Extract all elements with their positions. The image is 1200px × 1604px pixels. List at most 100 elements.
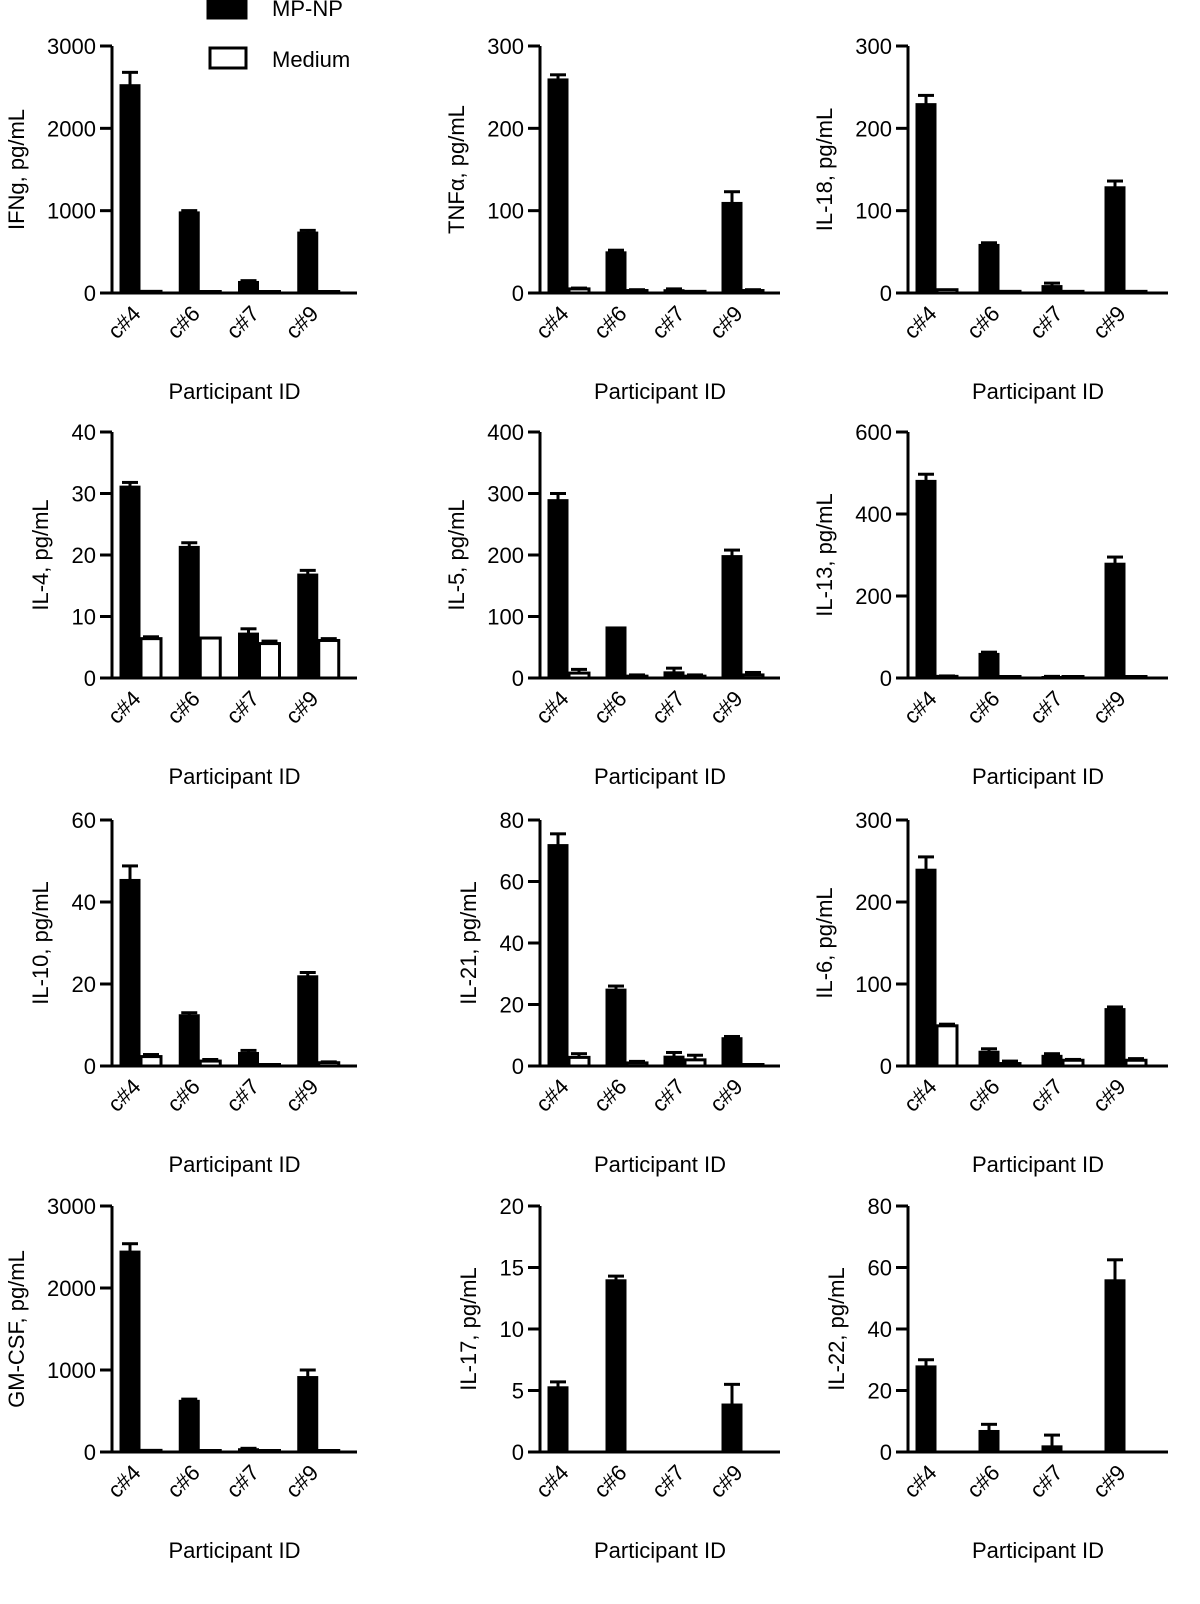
x-tick-label-c-4: c#4: [103, 301, 146, 344]
x-tick-label-c-9: c#9: [281, 301, 324, 344]
x-axis-title: Participant ID: [972, 764, 1104, 789]
y-tick-label: 20: [72, 972, 96, 997]
x-axis-title: Participant ID: [594, 1152, 726, 1177]
y-axis-title: IFNg, pg/mL: [4, 109, 29, 230]
bar-mp-np-c-9: [721, 1037, 743, 1067]
y-tick-label: 300: [487, 482, 524, 507]
x-tick-label-c-4: c#4: [531, 1074, 574, 1117]
x-tick-label-c-6: c#6: [162, 301, 205, 344]
x-tick-label-c-9: c#9: [281, 1074, 324, 1117]
y-tick-label: 100: [487, 199, 524, 224]
y-axis-title: IL-5, pg/mL: [444, 499, 469, 610]
bar-mp-np-c-6: [605, 988, 627, 1067]
y-tick-label: 1000: [47, 1358, 96, 1383]
bar-mp-np-c-6: [178, 545, 200, 679]
bar-mp-np-c-4: [547, 844, 569, 1067]
y-tick-label: 40: [72, 890, 96, 915]
x-tick-label-c-9: c#9: [705, 1460, 748, 1503]
bar-medium-c-9: [317, 638, 341, 680]
x-axis-title: Participant ID: [972, 1538, 1104, 1563]
x-axis-title: Participant ID: [168, 379, 300, 404]
x-tick-label-c-6: c#6: [962, 1074, 1005, 1117]
bar-mp-np-c-4: [119, 84, 141, 294]
bar-medium-c-6: [198, 636, 222, 680]
y-axis-title: IL-17, pg/mL: [456, 1267, 481, 1391]
bar-mp-np-c-9: [297, 975, 319, 1067]
y-tick-label: 80: [500, 808, 524, 833]
y-tick-label: 20: [72, 543, 96, 568]
x-tick-label-c-7: c#7: [221, 1074, 264, 1117]
x-tick-label-c-4: c#4: [103, 686, 146, 729]
x-tick-label-c-9: c#9: [705, 1074, 748, 1117]
y-tick-label: 0: [84, 1054, 96, 1079]
x-tick-label-c-6: c#6: [589, 1074, 632, 1117]
y-tick-label: 0: [84, 1440, 96, 1465]
y-axis-title: IL-13, pg/mL: [812, 493, 837, 617]
y-axis-title: IL-18, pg/mL: [812, 108, 837, 232]
y-tick-label: 100: [855, 199, 892, 224]
y-tick-label: 2000: [47, 1276, 96, 1301]
x-tick-label-c-9: c#9: [1088, 686, 1131, 729]
bar-mp-np-c-9: [297, 1376, 319, 1453]
y-tick-label: 0: [880, 666, 892, 691]
x-tick-label-c-4: c#4: [899, 1074, 942, 1117]
bar-mp-np-c-6: [605, 626, 627, 679]
x-tick-label-c-4: c#4: [531, 686, 574, 729]
y-tick-label: 20: [868, 1379, 892, 1404]
x-tick-label-c-7: c#7: [221, 686, 264, 729]
y-tick-label: 40: [72, 420, 96, 445]
bar-mp-np-c-6: [978, 1429, 1000, 1453]
x-tick-label-c-6: c#6: [962, 686, 1005, 729]
y-tick-label: 0: [880, 1054, 892, 1079]
panel-il-17: c#4 c#6 c#7 c#9 0 5 10 15 20 IL-17, pg/mL Particip…: [456, 1194, 780, 1563]
bar-mp-np-c-4: [547, 1386, 569, 1453]
panel-il-21: c#4 c#6 c#7 c#9 0 20 40 60 80 IL-21, pg/mL Partici…: [456, 808, 780, 1177]
bar-mp-np-c-4: [119, 1250, 141, 1453]
x-tick-label-c-9: c#9: [1088, 1074, 1131, 1117]
bar-mp-np-c-7: [238, 280, 259, 294]
bar-mp-np-c-6: [605, 1279, 627, 1453]
x-tick-label-c-6: c#6: [962, 301, 1005, 344]
x-tick-label-c-9: c#9: [281, 686, 324, 729]
x-axis-title: Participant ID: [168, 1152, 300, 1177]
x-tick-label-c-7: c#7: [647, 1074, 690, 1117]
y-tick-label: 10: [500, 1317, 524, 1342]
legend-swatch-medium: [208, 46, 248, 70]
x-tick-label-c-7: c#7: [221, 301, 264, 344]
x-axis-title: Participant ID: [168, 1538, 300, 1563]
x-axis-title: Participant ID: [594, 1538, 726, 1563]
bar-mp-np-c-6: [605, 251, 627, 294]
bar-mp-np-c-7: [238, 1051, 259, 1067]
panel-il-10: c#4 c#6 c#7 c#9 0 20 40 60 IL-10, pg/mL Participa…: [28, 808, 357, 1177]
chart-legend: MP-NP Medium: [206, 0, 350, 72]
x-axis-title: Participant ID: [972, 379, 1104, 404]
bar-medium-c-7: [258, 642, 281, 680]
y-tick-label: 0: [880, 1440, 892, 1465]
bar-mp-np-c-9: [1104, 186, 1126, 294]
x-tick-label-c-7: c#7: [1025, 686, 1068, 729]
y-tick-label: 0: [512, 281, 524, 306]
x-tick-label-c-6: c#6: [162, 1074, 205, 1117]
y-tick-label: 0: [84, 281, 96, 306]
x-tick-label-c-6: c#6: [162, 1460, 205, 1503]
y-tick-label: 20: [500, 993, 524, 1018]
y-tick-label: 200: [855, 890, 892, 915]
x-tick-label-c-4: c#4: [899, 686, 942, 729]
panel-ifng: c#4 c#6 c#7 c#9 0 1000 2000 3000 IFNg, pg/mL Part…: [4, 34, 357, 404]
x-tick-label-c-6: c#6: [162, 686, 205, 729]
y-tick-label: 300: [855, 34, 892, 59]
x-tick-label-c-7: c#7: [1025, 301, 1068, 344]
x-tick-label-c-9: c#9: [705, 686, 748, 729]
y-tick-label: 100: [487, 605, 524, 630]
y-tick-label: 40: [500, 931, 524, 956]
bar-mp-np-c-4: [119, 485, 141, 679]
y-tick-label: 10: [72, 605, 96, 630]
y-tick-label: 3000: [47, 1194, 96, 1219]
y-tick-label: 60: [868, 1256, 892, 1281]
bar-mp-np-c-9: [1104, 562, 1126, 679]
x-tick-label-c-7: c#7: [221, 1460, 264, 1503]
x-tick-label-c-9: c#9: [705, 301, 748, 344]
panel-il-4: c#4 c#6 c#7 c#9 0 10 20 30 40 IL-4, pg/mL Particip…: [28, 420, 357, 789]
x-tick-label-c-4: c#4: [103, 1074, 146, 1117]
bar-mp-np-c-4: [119, 878, 141, 1067]
